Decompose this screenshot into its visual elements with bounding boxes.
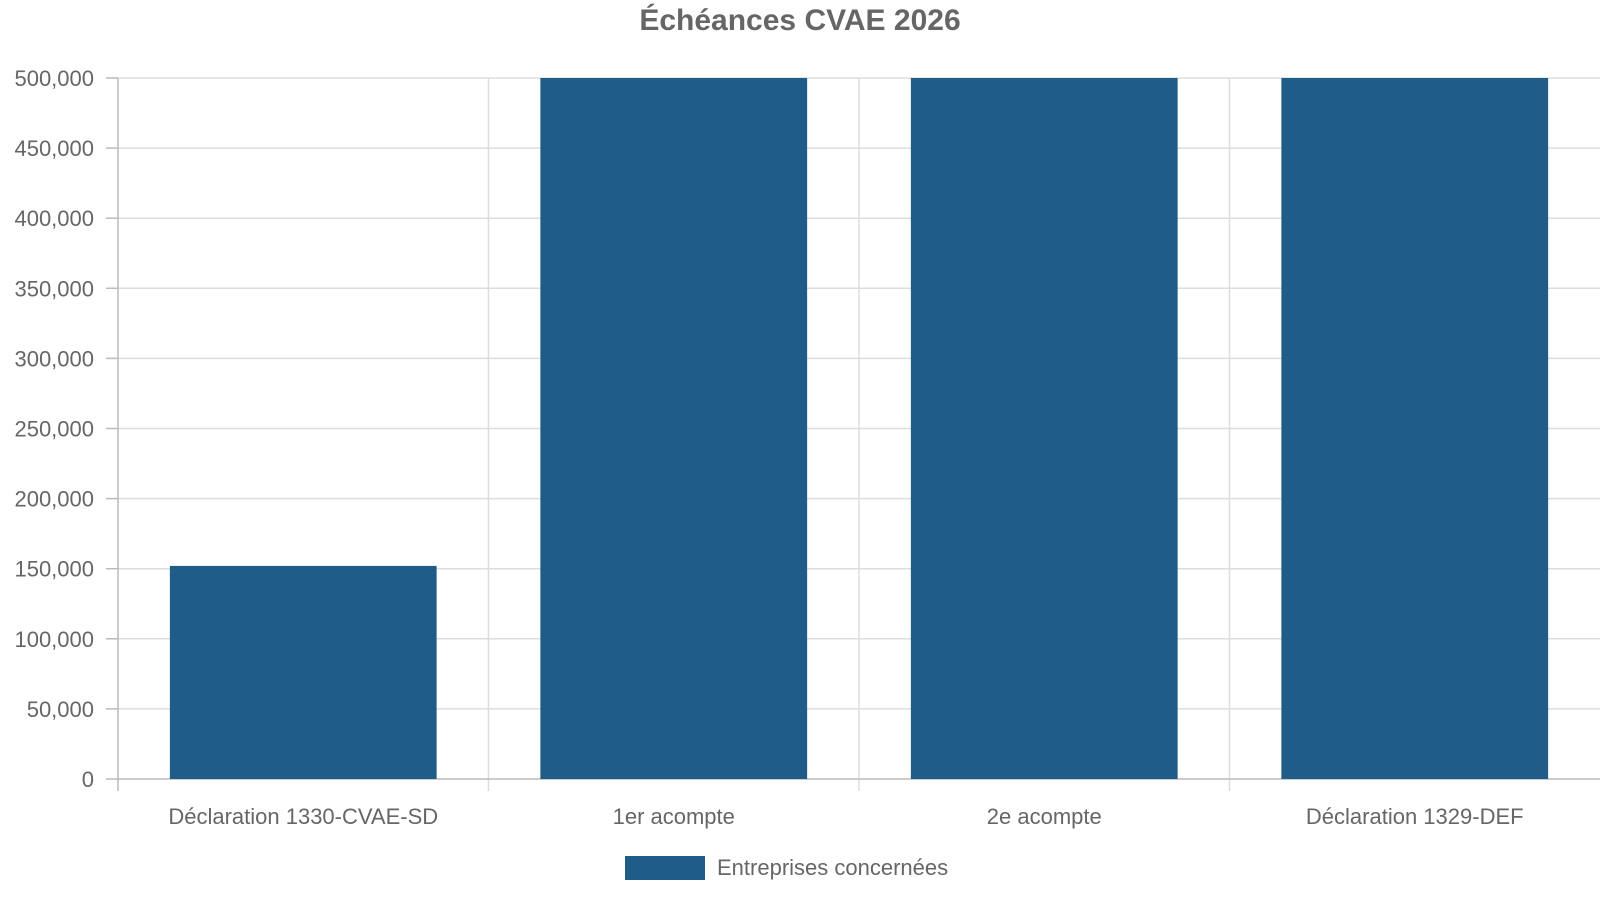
x-tick-label: Déclaration 1330-CVAE-SD [168, 804, 438, 829]
y-tick-label: 150,000 [14, 557, 94, 582]
y-tick-label: 450,000 [14, 136, 94, 161]
x-tick-label: 1er acompte [613, 804, 735, 829]
bar-3[interactable] [910, 78, 1178, 779]
bar-1[interactable] [169, 565, 437, 779]
bars [169, 78, 1549, 779]
x-axis-tick-labels: Déclaration 1330-CVAE-SD 1er acompte 2e ac… [168, 804, 1523, 829]
y-tick-label: 0 [82, 767, 94, 792]
y-tick-label: 350,000 [14, 276, 94, 301]
y-tick-label: 100,000 [14, 627, 94, 652]
y-tick-label: 300,000 [14, 346, 94, 371]
y-axis-tick-labels: 0 50,000 100,000 150,000 200,000 250,000 300,0… [14, 66, 94, 792]
y-tick-label: 50,000 [27, 697, 94, 722]
y-tick-label: 400,000 [14, 206, 94, 231]
bar-2[interactable] [540, 78, 808, 779]
legend[interactable]: Entreprises concernées [625, 855, 948, 880]
x-tick-label: 2e acompte [987, 804, 1102, 829]
bar-4[interactable] [1281, 78, 1549, 779]
y-tick-label: 500,000 [14, 66, 94, 91]
y-tick-label: 200,000 [14, 487, 94, 512]
y-tick-label: 250,000 [14, 417, 94, 442]
x-tick-label: Déclaration 1329-DEF [1306, 804, 1524, 829]
legend-label[interactable]: Entreprises concernées [717, 855, 948, 880]
chart-title: Échéances CVAE 2026 [639, 3, 960, 37]
legend-swatch[interactable] [625, 856, 705, 880]
